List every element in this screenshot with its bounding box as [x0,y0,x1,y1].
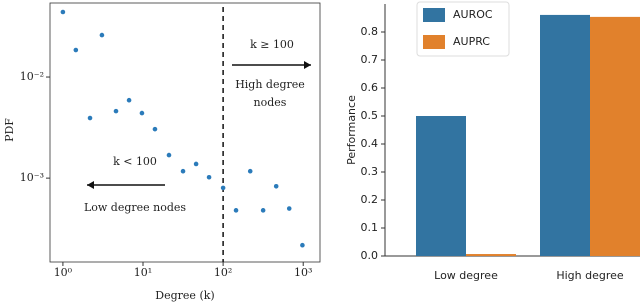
x-tick-label: High degree [556,269,624,282]
legend-swatch [423,35,445,49]
arrow-head [304,61,311,69]
point [247,168,253,174]
point [286,206,292,211]
degree-pdf-chart: 10⁰ 10¹ 10² 10³ 10⁻³ 10⁻² Degree (k) PDF k ≥ 100… [3,2,321,302]
y-tick-label: 0.1 [361,221,379,234]
legend-label: AUPRC [453,35,490,48]
y-tick-label: 0.0 [361,249,379,262]
x-tick-label: 10¹ [134,266,152,279]
x-tick-label: 10³ [294,266,312,279]
point [273,184,279,189]
point [300,242,305,248]
y-axis-label: PDF [3,118,16,142]
point [233,208,239,213]
annotation: nodes [254,96,287,109]
bar [466,254,516,256]
point [126,97,132,103]
point [220,185,226,191]
bar [590,16,640,256]
x-tick-label: 10⁰ [54,266,73,279]
annotation: k < 100 [113,155,157,168]
performance-chart: 0.0 0.1 0.2 0.3 0.4 0.5 0.6 0.7 0.8 Performance Lo… [345,1,640,282]
annotation: Low degree nodes [84,201,186,214]
y-tick-label: 10⁻² [20,70,44,83]
y-tick-label: 0.5 [361,109,379,122]
point [99,32,105,38]
y-tick-label: 0.6 [361,81,379,94]
y-tick-label: 0.8 [361,25,379,38]
point [87,115,93,121]
y-axis-label: Performance [345,95,358,165]
y-tick-label: 0.3 [361,165,379,178]
point [152,126,158,132]
point [180,168,186,174]
arrow-head [87,181,94,189]
point [139,110,145,116]
point [260,208,266,213]
bar [416,116,466,256]
point [73,47,79,53]
point [60,9,66,15]
x-tick-label: 10² [214,266,232,279]
point [206,174,212,180]
point [166,152,172,158]
y-tick-label: 0.7 [361,53,379,66]
y-tick-label: 0.2 [361,193,379,206]
x-axis-label: Degree (k) [155,289,214,302]
plot-frame [49,2,321,263]
point [193,161,199,167]
y-tick-label: 10⁻³ [20,171,44,184]
y-tick-label: 0.4 [361,137,379,150]
bar [540,14,590,257]
x-tick-label: Low degree [434,269,498,282]
point [113,108,119,114]
annotation: High degree [235,78,305,91]
legend-swatch [423,8,445,22]
annotation: k ≥ 100 [250,38,294,51]
legend-label: AUROC [453,8,493,21]
